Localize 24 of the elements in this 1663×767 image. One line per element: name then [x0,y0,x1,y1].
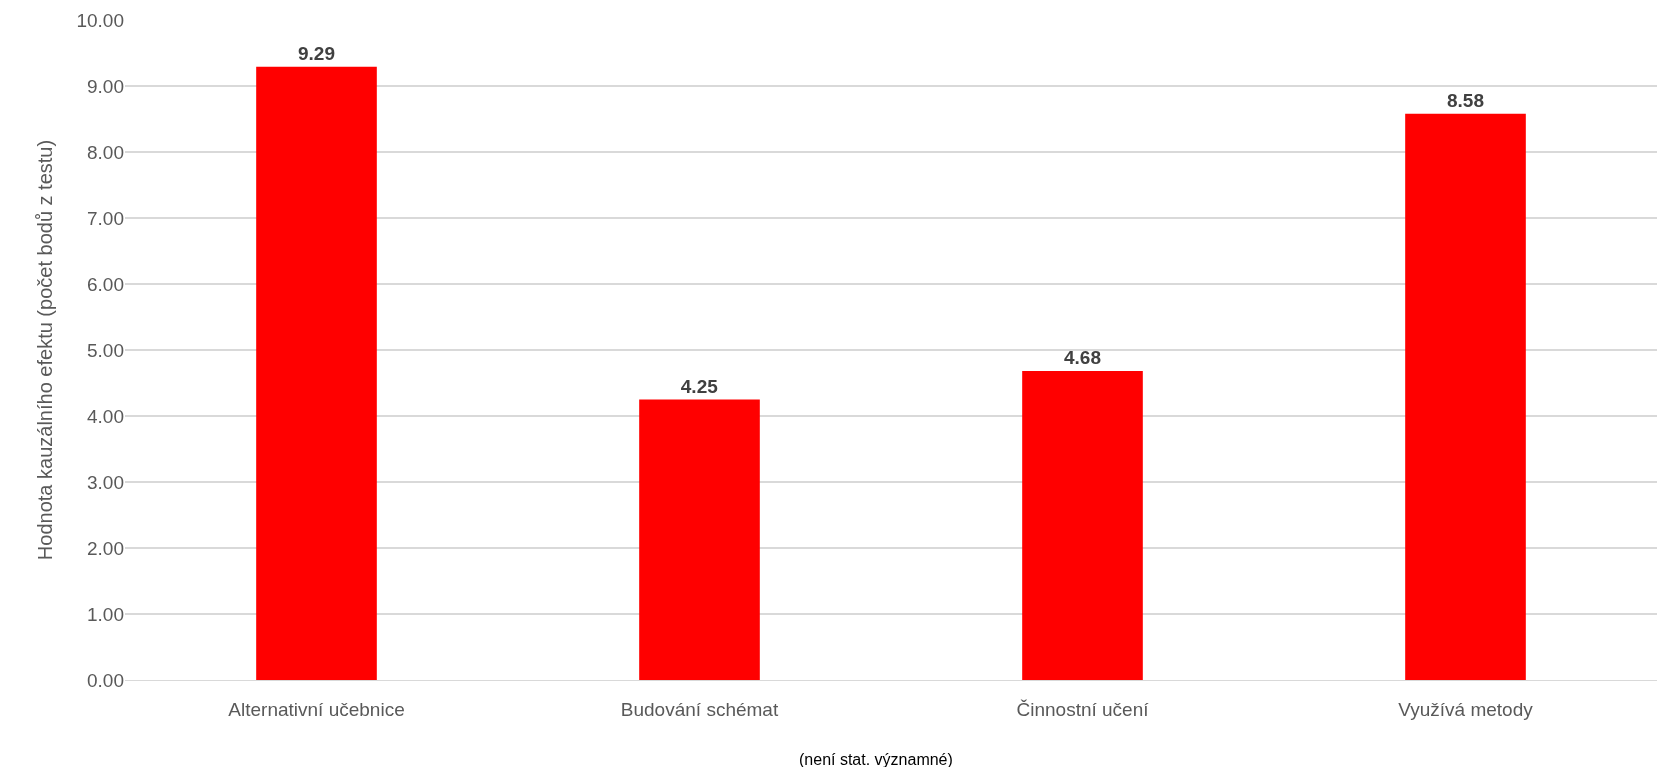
y-tick-label: 9.00 [87,75,124,97]
bar [256,66,377,680]
y-tick-label: 8.00 [87,141,124,163]
y-tick-label: 7.00 [87,207,124,229]
bar [1405,113,1526,680]
y-tick-label: 2.00 [87,537,124,559]
y-tick-label: 1.00 [87,603,124,625]
y-tick-label: 0.00 [87,669,124,691]
x-tick-label: Činnostní učení [1016,699,1150,721]
data-label: 9.29 [298,42,335,64]
y-tick-label: 6.00 [87,273,124,295]
y-tick-label: 4.00 [87,405,124,427]
x-tick-label: Budování schémat [620,699,779,721]
data-label: 4.68 [1064,347,1101,369]
data-label: 8.58 [1447,89,1484,111]
data-label: 4.25 [680,375,719,397]
bar [639,399,760,680]
y-tick-label: 10.00 [76,9,124,31]
x-tick-label: Využívá metody [1398,699,1534,721]
y-tick-label: 3.00 [87,471,124,493]
x-tick-label: Alternativní učebnice [228,699,405,721]
y-tick-label: 5.00 [87,339,124,361]
bar [1022,371,1143,680]
y-axis-title: Hodnota kauzálního efektu (počet bodů z testu) [33,139,56,561]
